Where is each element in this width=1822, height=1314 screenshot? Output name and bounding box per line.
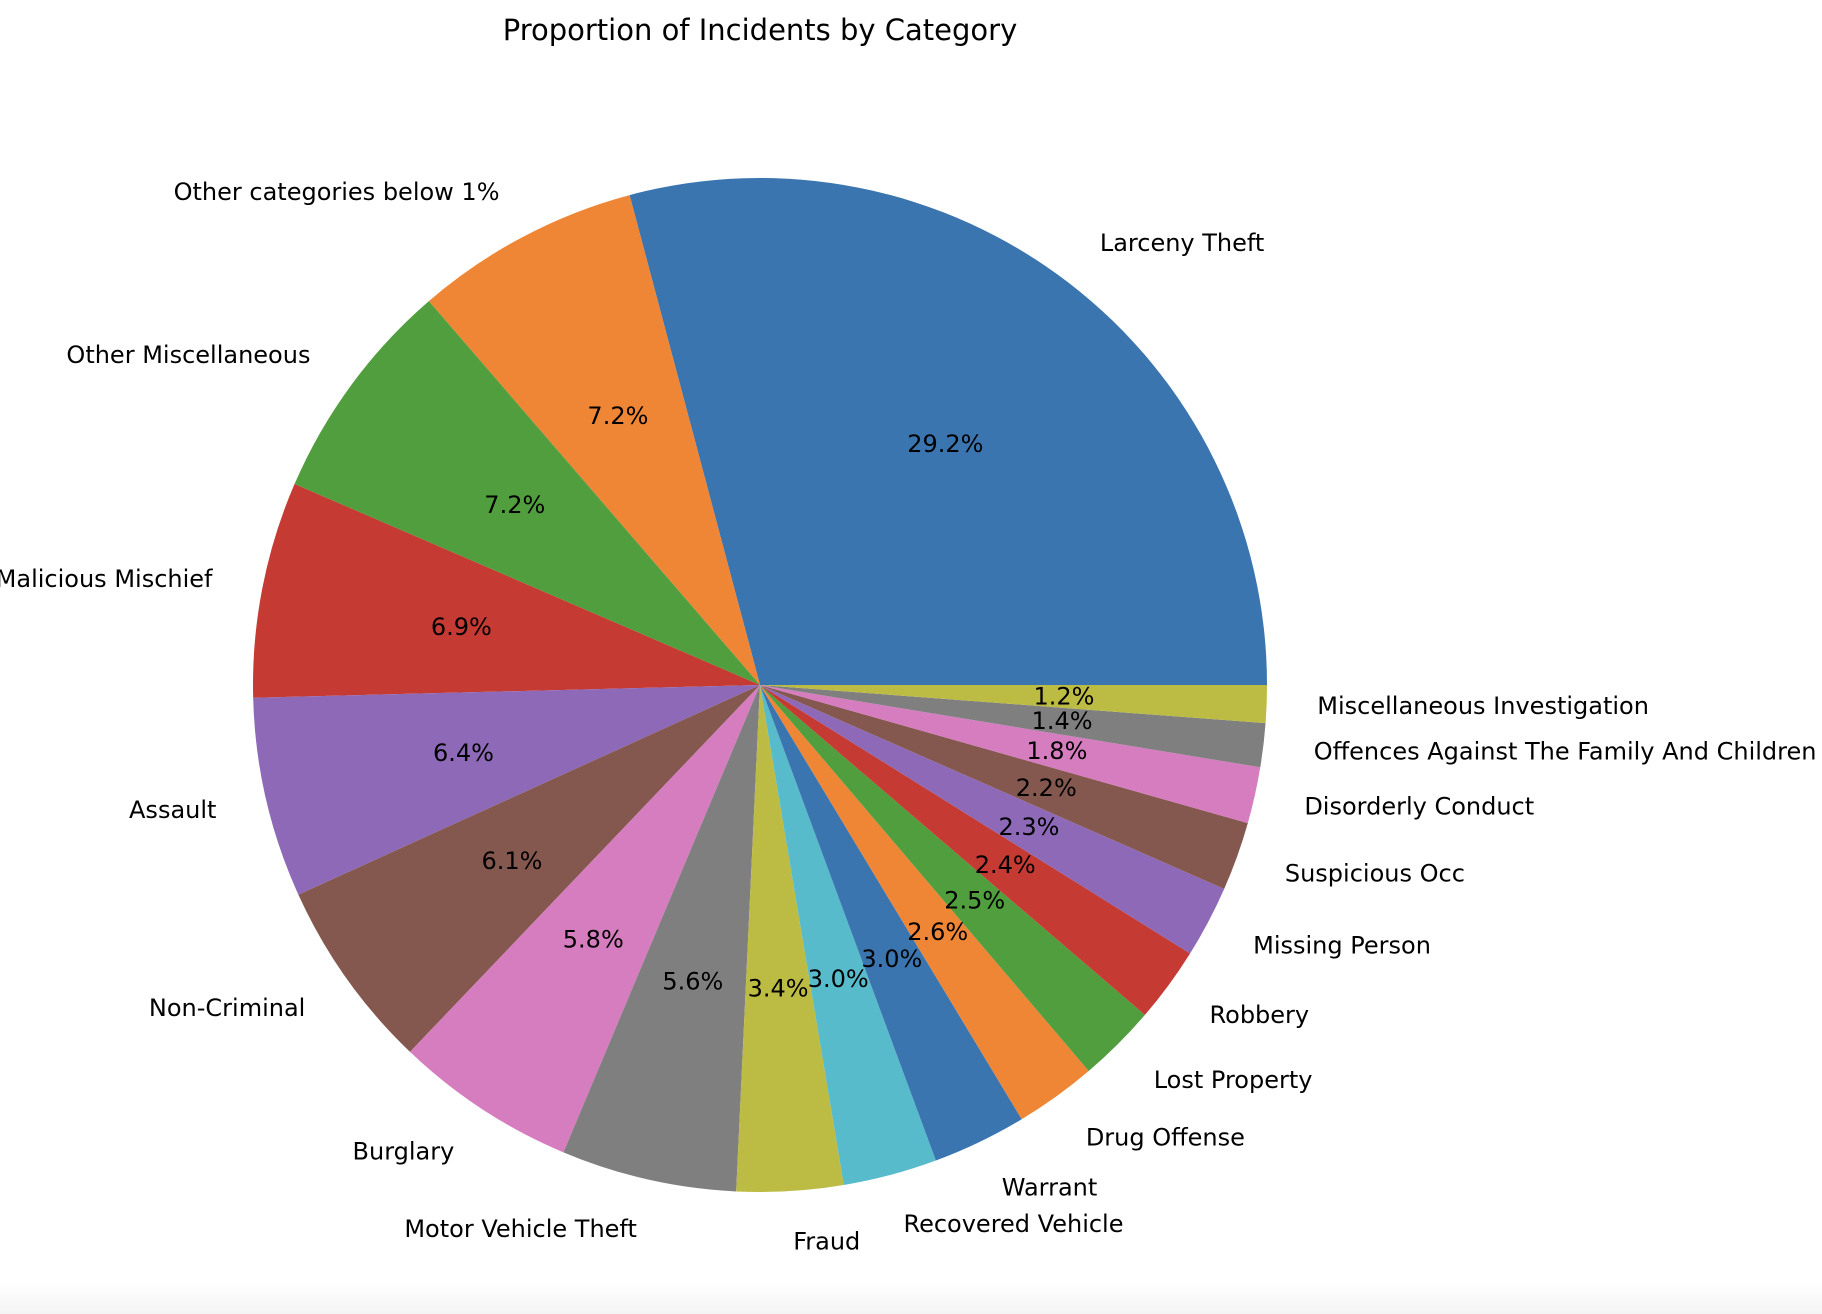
slice-burglary [410, 685, 760, 1153]
slice-other-categories-below-1 [428, 195, 760, 685]
category-label-miscellaneous-investigation: Miscellaneous Investigation [1317, 692, 1649, 720]
pct-label-disorderly-conduct: 1.8% [1026, 737, 1087, 765]
category-label-robbery: Robbery [1210, 1001, 1310, 1029]
category-label-motor-vehicle-theft: Motor Vehicle Theft [404, 1215, 637, 1243]
pct-label-non-criminal: 6.1% [482, 847, 543, 875]
slice-offences-against-the-family-and-children [760, 685, 1266, 768]
slice-warrant [760, 685, 1022, 1161]
slice-other-miscellaneous [294, 301, 760, 685]
bottom-band [0, 1282, 1822, 1314]
category-label-drug-offense: Drug Offense [1086, 1124, 1245, 1152]
slice-lost-property [760, 685, 1145, 1071]
category-label-other-categories-below-1: Other categories below 1% [174, 178, 500, 206]
slice-fraud [736, 685, 844, 1192]
category-label-non-criminal: Non-Criminal [149, 994, 305, 1022]
category-label-fraud: Fraud [793, 1228, 860, 1256]
category-label-malicious-mischief: Malicious Mischief [0, 565, 213, 593]
pct-label-miscellaneous-investigation: 1.2% [1033, 682, 1094, 710]
pct-label-fraud: 3.4% [748, 975, 809, 1003]
slice-motor-vehicle-theft [563, 685, 760, 1192]
pct-label-suspicious-occ: 2.2% [1016, 774, 1077, 802]
category-label-offences-against-the-family-and-children: Offences Against The Family And Children [1314, 737, 1817, 765]
slice-larceny-theft [629, 177, 1267, 685]
category-label-warrant: Warrant [1002, 1174, 1098, 1202]
pct-label-offences-against-the-family-and-children: 1.4% [1032, 707, 1093, 735]
pct-label-missing-person: 2.3% [998, 813, 1059, 841]
pct-label-drug-offense: 2.6% [907, 918, 968, 946]
slice-recovered-vehicle [760, 685, 936, 1186]
slice-miscellaneous-investigation [760, 685, 1267, 724]
pct-label-malicious-mischief: 6.9% [431, 613, 492, 641]
pct-label-robbery: 2.4% [975, 851, 1036, 879]
category-label-larceny-theft: Larceny Theft [1100, 229, 1265, 257]
category-labels-layer: Larceny Theft Other categories below 1% Ot… [0, 178, 1816, 1256]
slice-malicious-mischief [253, 484, 760, 698]
category-label-assault: Assault [129, 796, 216, 824]
pct-label-recovered-vehicle: 3.0% [808, 965, 869, 993]
chart-title: Proportion of Incidents by Category [503, 13, 1018, 47]
pct-label-motor-vehicle-theft: 5.6% [662, 968, 723, 996]
pct-label-warrant: 3.0% [861, 945, 922, 973]
pct-label-assault: 6.4% [433, 739, 494, 767]
pct-label-other-categories-below-1: 7.2% [587, 402, 648, 430]
slice-missing-person [760, 685, 1225, 954]
percent-labels-layer: 29.2%7.2%7.2%6.9%6.4%6.1%5.8%5.6% 3.4% 3.0… [431, 402, 1095, 1003]
pct-label-lost-property: 2.5% [944, 886, 1005, 914]
pct-label-larceny-theft: 29.2% [907, 430, 983, 458]
slice-robbery [760, 685, 1191, 1015]
slice-drug-offense [760, 685, 1089, 1120]
pct-label-burglary: 5.8% [563, 925, 624, 953]
category-label-recovered-vehicle: Recovered Vehicle [903, 1210, 1123, 1238]
slice-assault [253, 685, 760, 895]
slices-layer [253, 177, 1267, 1192]
category-label-lost-property: Lost Property [1154, 1066, 1313, 1094]
slice-disorderly-conduct [760, 685, 1261, 824]
pct-label-other-miscellaneous: 7.2% [484, 491, 545, 519]
category-label-burglary: Burglary [353, 1137, 455, 1165]
slice-non-criminal [298, 685, 760, 1052]
category-label-disorderly-conduct: Disorderly Conduct [1304, 792, 1534, 820]
category-label-other-miscellaneous: Other Miscellaneous [66, 341, 310, 369]
category-label-missing-person: Missing Person [1253, 931, 1431, 959]
slice-suspicious-occ [760, 685, 1248, 889]
category-label-suspicious-occ: Suspicious Occ [1285, 860, 1465, 888]
